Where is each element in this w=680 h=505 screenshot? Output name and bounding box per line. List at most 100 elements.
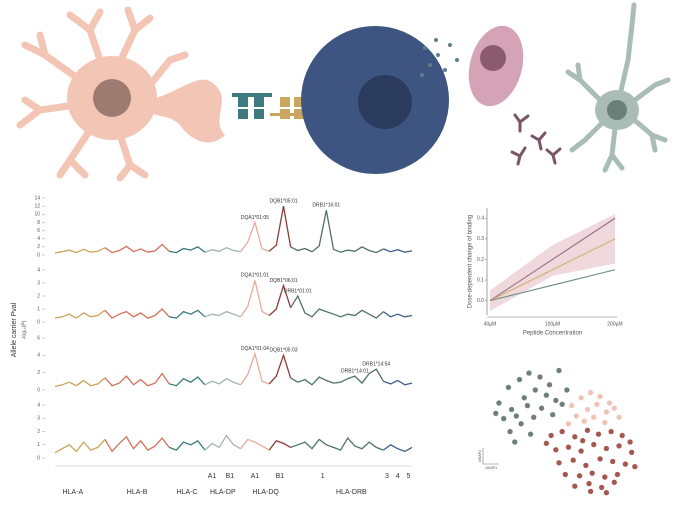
y-tick-label: 2 <box>37 293 40 299</box>
peak-label: DRB1*14:54 <box>362 362 390 368</box>
point <box>579 437 586 444</box>
track-line <box>383 248 413 253</box>
peak-label: DQB1*06:01 <box>269 278 297 284</box>
point <box>524 402 531 409</box>
point <box>505 384 512 391</box>
y-tick-label: 2 <box>37 429 40 435</box>
x-axis-title: UMAP1 <box>485 466 497 470</box>
track-line <box>383 311 413 318</box>
track-line <box>290 437 384 451</box>
cytokines <box>420 38 459 77</box>
point <box>532 387 539 393</box>
y-tick-label: 6 <box>37 335 40 341</box>
gene-label: HLA-A <box>63 489 84 496</box>
point <box>526 370 532 377</box>
y-axis-subtitle: -log₁₀(P) <box>21 320 27 339</box>
y-tick-label: 0 <box>37 387 40 393</box>
point <box>603 409 610 416</box>
track-line <box>240 220 270 253</box>
point <box>563 387 570 393</box>
sub-label: 5 <box>406 473 410 480</box>
point <box>622 461 629 468</box>
point <box>559 428 566 435</box>
point <box>578 394 585 401</box>
umap-axes <box>482 448 499 465</box>
point <box>603 445 610 452</box>
x-axis-title: Peptide Concentration <box>523 331 582 337</box>
point <box>616 442 622 449</box>
track-line <box>168 439 206 451</box>
point <box>559 401 566 408</box>
y-tick-label: 10 <box>34 212 40 218</box>
sub-label: 4 <box>396 473 400 480</box>
point <box>586 480 592 487</box>
point <box>598 484 605 491</box>
point <box>589 470 596 477</box>
point <box>496 400 502 406</box>
point <box>603 489 610 496</box>
point <box>556 459 562 466</box>
peak-label: DQA1*01:04 <box>241 346 269 352</box>
gene-label: HLA-DQ <box>252 489 279 496</box>
point <box>631 463 638 470</box>
tcr <box>280 97 290 107</box>
track-line <box>240 438 270 451</box>
sub-label: A1 <box>208 473 217 480</box>
sub-label: B1 <box>276 473 285 480</box>
point <box>627 439 634 445</box>
sub-label: 3 <box>385 473 389 480</box>
point <box>601 474 608 481</box>
point <box>552 446 559 453</box>
y-tick-label: 3 <box>37 280 40 286</box>
dc-nucleus <box>93 79 131 117</box>
point <box>571 483 578 490</box>
dendrites <box>16 6 189 182</box>
track-line <box>169 376 206 387</box>
point <box>611 405 618 412</box>
point <box>595 431 602 438</box>
point <box>511 439 518 445</box>
track-line <box>54 309 106 319</box>
point <box>518 420 525 427</box>
point <box>538 405 545 412</box>
mhc <box>254 109 264 119</box>
point <box>565 444 572 451</box>
track-line <box>204 377 241 386</box>
track-line <box>54 438 106 454</box>
y-tick-label: 0 <box>37 319 40 325</box>
mhc <box>238 97 248 107</box>
series-line <box>489 238 616 302</box>
point <box>573 413 580 419</box>
point <box>619 432 626 439</box>
point <box>571 433 578 440</box>
track-line <box>54 377 106 388</box>
track-line <box>104 435 170 453</box>
peak-label: DRB1*16:01 <box>312 203 340 209</box>
point <box>597 455 604 462</box>
y-tick-label: 0.0 <box>477 298 484 304</box>
antibodies <box>510 113 562 166</box>
series-line <box>489 217 616 302</box>
track-line <box>169 246 206 254</box>
y-tick-label: 2 <box>37 370 40 376</box>
point <box>546 381 553 388</box>
track-line <box>204 434 241 451</box>
dc-arm <box>150 79 225 143</box>
track-line <box>104 308 170 319</box>
point <box>552 397 559 404</box>
point <box>628 449 635 456</box>
track-line <box>383 444 413 453</box>
point <box>513 413 520 419</box>
series-line <box>489 269 616 302</box>
y-axis-title: UMAP2 <box>478 450 482 462</box>
track-line <box>268 440 291 451</box>
track-line <box>268 205 292 252</box>
point <box>616 414 622 421</box>
track-line <box>290 294 384 319</box>
point <box>584 427 591 434</box>
gene-label: HLA-DP <box>210 489 236 496</box>
peak-label: DRB1*14:01 <box>341 368 369 374</box>
track-line <box>290 368 384 386</box>
point <box>492 410 499 417</box>
y-tick-label: 1 <box>37 306 40 312</box>
